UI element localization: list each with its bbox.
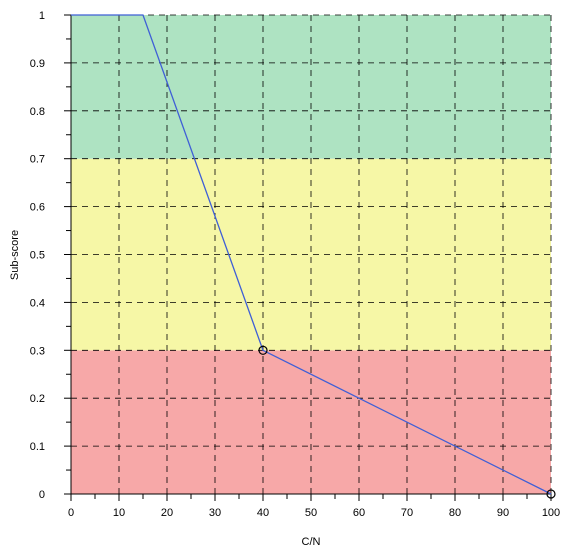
labels-layer: C/N Sub-score xyxy=(9,230,321,548)
series-line-0 xyxy=(71,14,552,495)
x-tick-label: 60 xyxy=(353,507,365,519)
y-tick-label: 0.6 xyxy=(30,202,45,214)
x-tick-label: 90 xyxy=(497,507,509,519)
x-tick-label: 80 xyxy=(449,507,461,519)
y-tick-label: 0.5 xyxy=(30,250,45,262)
x-tick-label: 40 xyxy=(257,507,269,519)
axes-layer: 0 10 20 30 40 50 60 70 80 90 100 0 0.1 0.2 0.3 0.4 0.5 0.… xyxy=(30,10,560,519)
x-tick-label: 10 xyxy=(113,507,125,519)
x-tick-label: 30 xyxy=(209,507,221,519)
x-axis-label: C/N xyxy=(302,536,321,548)
x-tick-label: 70 xyxy=(401,507,413,519)
y-tick-label: 1 xyxy=(39,10,45,22)
y-tick-label: 0.1 xyxy=(30,441,45,453)
series-marker-0 xyxy=(258,345,268,355)
x-tick-label: 20 xyxy=(161,507,173,519)
y-tick-label: 0.8 xyxy=(30,106,45,118)
y-tick-label: 0 xyxy=(39,489,45,501)
series-marker-1 xyxy=(546,489,556,499)
y-tick-label: 0.9 xyxy=(30,58,45,70)
series-layer xyxy=(71,14,556,499)
grid-layer xyxy=(71,14,552,494)
y-axis-label: Sub-score xyxy=(9,230,21,280)
x-tick-label: 100 xyxy=(542,507,560,519)
y-tick-label: 0.3 xyxy=(30,345,45,357)
y-tick-label: 0.2 xyxy=(30,393,45,405)
x-tick-label: 50 xyxy=(305,507,317,519)
x-tick-label: 0 xyxy=(68,507,74,519)
y-tick-label: 0.7 xyxy=(30,154,45,166)
y-tick-label: 0.4 xyxy=(30,297,45,309)
